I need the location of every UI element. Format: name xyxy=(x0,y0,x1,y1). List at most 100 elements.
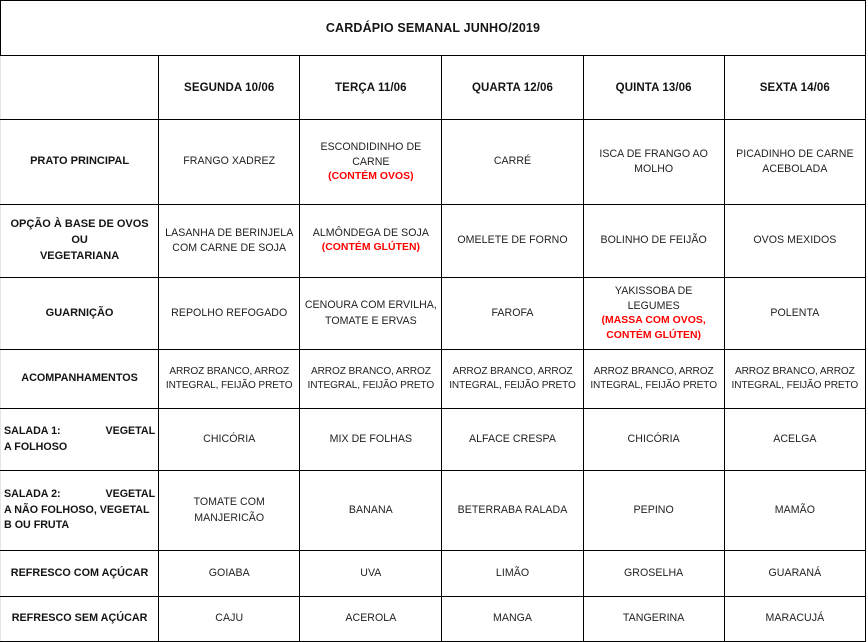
menu-cell-acompanhamentos-2: ARROZ BRANCO, ARROZ INTEGRAL, FEIJÃO PRET… xyxy=(441,349,584,409)
menu-row-prato-principal: PRATO PRINCIPAL FRANGO XADREZ ESCONDIDINHO… xyxy=(0,119,867,205)
day-header-row: SEGUNDA 10/06 TERÇA 11/06 QUARTA 12/06 Q… xyxy=(0,55,867,120)
menu-cell-opcao-ovos-vegetariana-4: OVOS MEXIDOS xyxy=(723,204,867,278)
row-label-line: ACOMPANHAMENTOS xyxy=(21,372,138,385)
menu-item-line: BANANA xyxy=(348,503,393,516)
menu-item-line: TOMATE E ERVAS xyxy=(324,314,417,327)
menu-cell-opcao-ovos-vegetariana-0: LASANHA DE BERINJELA COM CARNE DE SOJA xyxy=(158,204,301,278)
menu-row-acompanhamentos: ACOMPANHAMENTOS ARROZ BRANCO, ARROZ INTEGR… xyxy=(0,349,867,409)
menu-row-opcao-ovos-vegetariana: OPÇÃO À BASE DE OVOS OU VEGETARIANA LASANH… xyxy=(0,204,867,278)
menu-cell-guarnicao-4: POLENTA xyxy=(723,277,867,350)
menu-item-line: GROSELHA xyxy=(624,566,684,579)
menu-item-line: ARROZ BRANCO, ARROZ xyxy=(310,365,431,377)
allergen-note: (CONTÉM GLÚTEN) xyxy=(321,242,421,254)
row-label-segment: SALADA 2: xyxy=(4,488,61,501)
menu-item-line: PEPINO xyxy=(633,503,674,516)
row-label-line: SALADA 1: VEGETAL xyxy=(4,424,155,440)
menu-item-line: CAJU xyxy=(215,612,244,625)
menu-cell-refresco-sem-acucar-1: ACEROLA xyxy=(299,596,443,642)
row-label-line: B OU FRUTA xyxy=(4,519,70,532)
menu-cell-refresco-com-acucar-2: LIMÃO xyxy=(441,550,584,597)
menu-item-line: POLENTA xyxy=(770,306,820,319)
menu-cell-salada-1-4: ACELGA xyxy=(723,408,867,471)
menu-cell-refresco-sem-acucar-3: TANGERINA xyxy=(582,596,725,642)
menu-cell-guarnicao-2: FAROFA xyxy=(441,277,584,350)
menu-item-line: ACEROLA xyxy=(345,612,397,625)
row-label-salada-2: SALADA 2: VEGETAL A NÃO FOLHOSO, VEGETAL B … xyxy=(0,470,160,551)
menu-item-line: BETERRABA RALADA xyxy=(457,503,568,516)
menu-cell-prato-principal-1: ESCONDIDINHO DE CARNE (CONTÉM OVOS) xyxy=(299,119,443,205)
menu-item-line: ISCA DE FRANGO AO xyxy=(599,147,708,160)
menu-item-line: UVA xyxy=(360,566,382,579)
menu-item-line: INTEGRAL, FEIJÃO PRETO xyxy=(731,380,859,391)
menu-cell-salada-1-1: MIX DE FOLHAS xyxy=(299,408,443,471)
menu-item-line: MAMÃO xyxy=(774,503,815,516)
row-label-segment: VEGETAL xyxy=(105,424,156,437)
document-title-cell: CARDÁPIO SEMANAL JUNHO/2019 xyxy=(0,0,866,56)
menu-cell-prato-principal-2: CARRÉ xyxy=(441,119,584,205)
menu-cell-salada-1-3: CHICÓRIA xyxy=(582,408,725,471)
menu-item-line: ALMÔNDEGA DE SOJA xyxy=(312,227,429,240)
menu-cell-salada-2-1: BANANA xyxy=(299,470,443,551)
row-label-salada-1: SALADA 1: VEGETAL A FOLHOSO xyxy=(0,408,160,471)
menu-cell-opcao-ovos-vegetariana-3: BOLINHO DE FEIJÃO xyxy=(582,204,725,278)
menu-item-line: ACELGA xyxy=(773,432,817,445)
row-label-line: A FOLHOSO xyxy=(4,440,68,453)
menu-cell-acompanhamentos-4: ARROZ BRANCO, ARROZ INTEGRAL, FEIJÃO PRET… xyxy=(723,349,867,409)
menu-item-line: CHICÓRIA xyxy=(627,432,680,445)
row-label-opcao-ovos-vegetariana: OPÇÃO À BASE DE OVOS OU VEGETARIANA xyxy=(0,204,160,278)
menu-item-line: OMELETE DE FORNO xyxy=(457,234,568,247)
menu-item-line: CHICÓRIA xyxy=(203,432,256,445)
menu-item-line: INTEGRAL, FEIJÃO PRETO xyxy=(449,380,576,391)
row-label-line: VEGETARIANA xyxy=(39,249,120,262)
menu-item-line: ARROZ BRANCO, ARROZ xyxy=(452,365,573,377)
allergen-note: (CONTÉM OVOS) xyxy=(328,170,414,182)
menu-item-line: MARACUJÁ xyxy=(765,612,825,625)
row-label-line: A NÃO FOLHOSO, VEGETAL xyxy=(4,503,150,516)
menu-cell-prato-principal-3: ISCA DE FRANGO AO MOLHO xyxy=(582,119,725,205)
menu-cell-refresco-com-acucar-3: GROSELHA xyxy=(582,550,725,597)
menu-item-line: ALFACE CRESPA xyxy=(469,432,556,445)
menu-row-refresco-sem-acucar: REFRESCO SEM AÇÚCAR CAJU ACEROLA MANGA TANGE… xyxy=(0,596,867,642)
menu-cell-prato-principal-0: FRANGO XADREZ xyxy=(158,119,301,205)
row-label-line: REFRESCO COM AÇÚCAR xyxy=(10,566,149,579)
menu-item-line: INTEGRAL, FEIJÃO PRETO xyxy=(590,380,717,391)
menu-item-line: ARROZ BRANCO, ARROZ xyxy=(593,365,714,377)
row-label-segment: SALADA 1: xyxy=(4,424,61,437)
menu-item-line: YAKISSOBA DE LEGUMES xyxy=(614,285,693,313)
menu-item-line: FAROFA xyxy=(491,306,534,319)
menu-item-line: ARROZ BRANCO, ARROZ xyxy=(169,365,290,377)
menu-cell-opcao-ovos-vegetariana-2: OMELETE DE FORNO xyxy=(441,204,584,278)
menu-item-line: MANGA xyxy=(492,612,533,625)
menu-cell-salada-1-2: ALFACE CRESPA xyxy=(441,408,584,471)
menu-item-line: BOLINHO DE FEIJÃO xyxy=(600,234,707,247)
menu-item-line: LASANHA DE BERINJELA xyxy=(165,226,294,239)
menu-item-line: COM CARNE DE SOJA xyxy=(172,242,287,254)
menu-cell-salada-2-3: PEPINO xyxy=(582,470,725,551)
day-header-sexta: SEXTA 14/06 xyxy=(723,55,867,120)
row-label-acompanhamentos: ACOMPANHAMENTOS xyxy=(0,349,160,409)
day-header-quinta: QUINTA 13/06 xyxy=(582,55,725,120)
menu-item-line: TOMATE COM xyxy=(193,496,265,509)
row-label-line: OPÇÃO À BASE DE OVOS OU xyxy=(10,218,149,247)
menu-cell-refresco-sem-acucar-0: CAJU xyxy=(158,596,301,642)
menu-item-line: INTEGRAL, FEIJÃO PRETO xyxy=(165,380,293,391)
menu-cell-acompanhamentos-0: ARROZ BRANCO, ARROZ INTEGRAL, FEIJÃO PRET… xyxy=(158,349,301,409)
menu-item-line: MOLHO xyxy=(634,163,674,175)
menu-item-line: CARRÉ xyxy=(493,155,532,168)
menu-cell-guarnicao-0: REPOLHO REFOGADO xyxy=(158,277,301,350)
menu-row-refresco-com-acucar: REFRESCO COM AÇÚCAR GOIABA UVA LIMÃO GROSELH… xyxy=(0,550,867,597)
menu-item-line: ARROZ BRANCO, ARROZ xyxy=(734,365,855,377)
menu-cell-salada-2-2: BETERRABA RALADA xyxy=(441,470,584,551)
menu-cell-guarnicao-3: YAKISSOBA DE LEGUMES (MASSA COM OVOS, CON… xyxy=(582,277,725,350)
menu-item-line: OVOS MEXIDOS xyxy=(753,234,837,247)
menu-cell-refresco-com-acucar-1: UVA xyxy=(299,550,443,597)
menu-cell-acompanhamentos-1: ARROZ BRANCO, ARROZ INTEGRAL, FEIJÃO PRET… xyxy=(299,349,443,409)
row-label-segment: VEGETAL xyxy=(105,488,156,501)
menu-item-line: LIMÃO xyxy=(495,566,530,579)
menu-item-line: GOIABA xyxy=(208,566,250,579)
menu-cell-refresco-com-acucar-4: GUARANÁ xyxy=(723,550,867,597)
menu-item-line: INTEGRAL, FEIJÃO PRETO xyxy=(307,380,435,391)
row-label-line: GUARNIÇÃO xyxy=(45,306,114,319)
